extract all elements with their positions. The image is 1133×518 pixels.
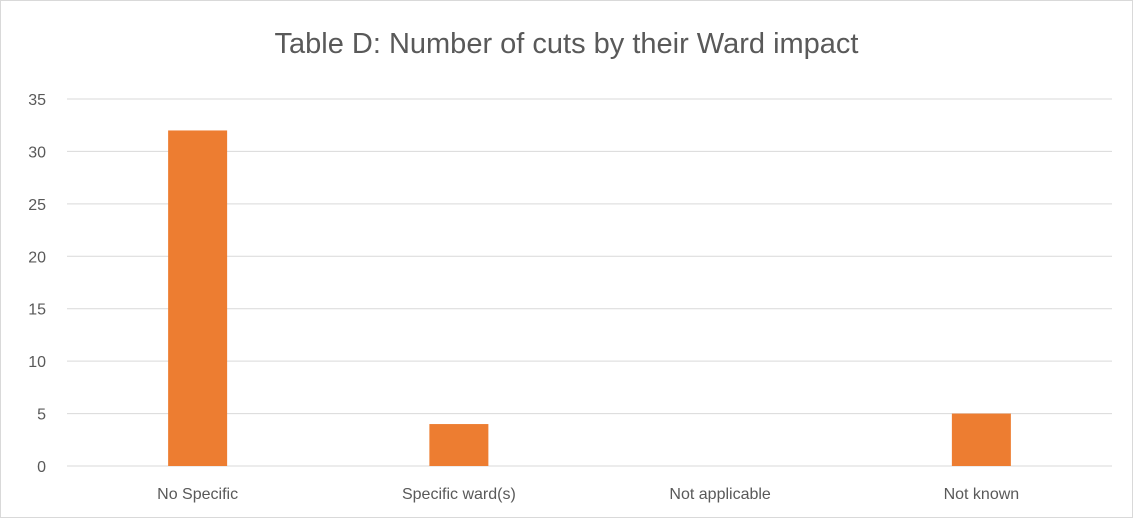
y-tick-label: 0 [37,459,46,476]
y-tick-label: 35 [28,92,46,109]
y-tick-label: 15 [28,302,46,319]
y-tick-label: 5 [37,407,46,424]
y-tick-label: 25 [28,197,46,214]
y-tick-label: 20 [28,249,46,266]
x-tick-label: Specific ward(s) [402,486,516,503]
x-tick-label: Not known [944,486,1020,503]
bars [168,130,1011,466]
x-tick-label: Not applicable [669,486,771,503]
chart-title: Table D: Number of cuts by their Ward im… [274,28,859,60]
bar-specific-ward-s [429,424,489,466]
x-tick-label: No Specific [157,486,238,503]
y-tick-label: 30 [28,144,46,161]
bar-not-known [951,413,1011,466]
x-axis-ticks: No Specific Specific ward(s) Not applicabl… [157,486,1019,503]
bar-no-specific [168,130,228,466]
gridlines [67,98,1112,467]
y-axis-ticks: 0 5 10 15 20 25 30 35 [28,92,46,476]
y-tick-label: 10 [28,354,46,371]
